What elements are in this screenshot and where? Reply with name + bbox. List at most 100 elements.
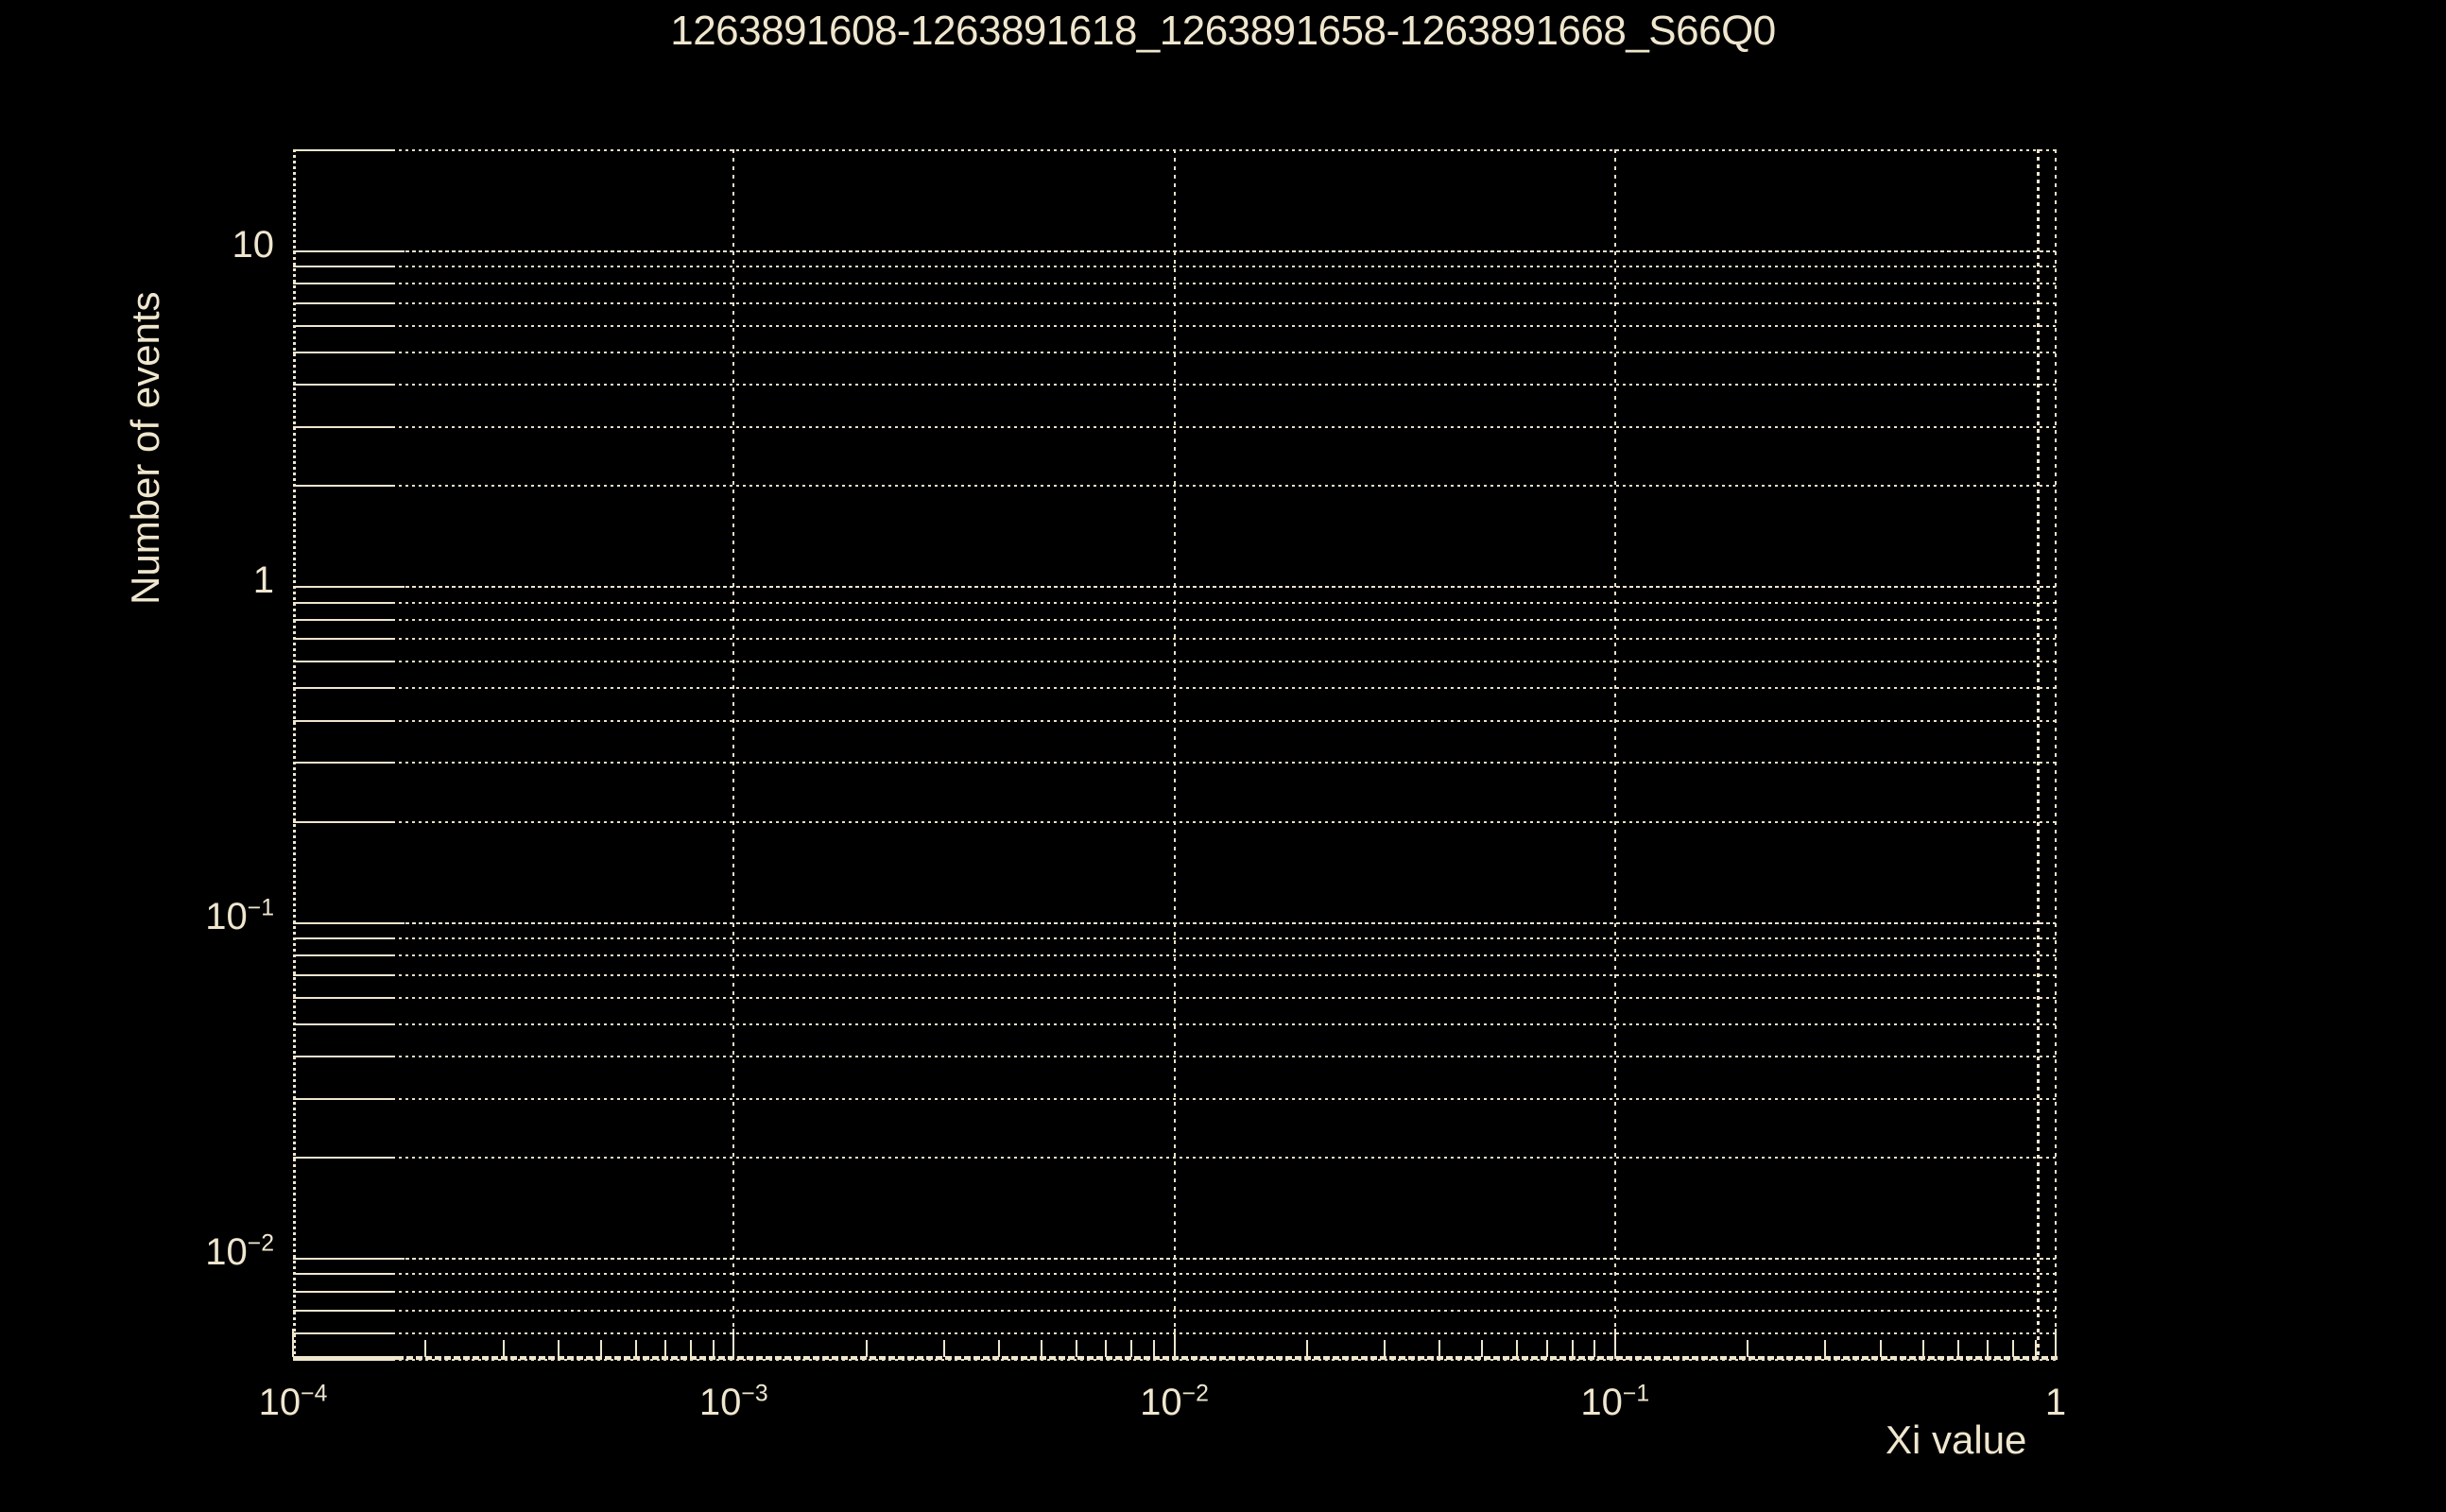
vertical-gridline: [732, 149, 735, 1359]
y-tick-label: 10: [232, 223, 275, 266]
x-tick: [1384, 1340, 1386, 1357]
x-tick: [2034, 1340, 2037, 1357]
y-tick: [293, 266, 310, 268]
y-tick-label: 1: [252, 559, 274, 602]
gridline-stub: [293, 687, 395, 690]
x-tick: [1986, 1340, 1989, 1357]
x-tick: [1305, 1340, 1308, 1357]
y-tick: [293, 149, 310, 151]
gridline-stub: [293, 586, 405, 589]
y-tick: [293, 820, 310, 823]
x-tick: [1516, 1340, 1519, 1357]
gridline-stub: [293, 936, 395, 939]
gridline-stub: [293, 425, 395, 428]
gridline-stub: [293, 1097, 395, 1100]
gridline-stub: [293, 324, 395, 327]
x-tick: [1041, 1340, 1043, 1357]
gridline-stub: [293, 973, 395, 976]
x-tick: [1921, 1340, 1924, 1357]
gridline-stub: [293, 485, 395, 488]
x-tick: [942, 1340, 945, 1357]
gridline-stub: [293, 1332, 395, 1334]
y-tick-label: 10−1: [47, 896, 274, 938]
x-tick: [1956, 1340, 1959, 1357]
y-tick: [293, 586, 321, 589]
gridline-stub: [293, 1056, 395, 1058]
vertical-gridline: [1613, 149, 1616, 1359]
x-axis-title: Xi value: [1886, 1418, 2027, 1462]
vertical-gridline: [2055, 149, 2057, 1359]
y-tick: [293, 762, 310, 765]
x-tick: [502, 1340, 505, 1357]
y-tick: [293, 351, 310, 353]
x-tick-label: 1: [2044, 1382, 2067, 1423]
x-tick: [998, 1340, 1000, 1357]
x-tick: [599, 1340, 602, 1357]
x-tick: [1130, 1340, 1133, 1357]
x-tick-mantissa: 10: [1580, 1382, 1623, 1423]
x-axis-line: [293, 1356, 2058, 1360]
x-tick-mantissa: 10: [698, 1382, 742, 1423]
y-tick: [293, 485, 310, 488]
gridline-stub: [293, 618, 395, 621]
x-tick: [690, 1340, 693, 1357]
x-tick: [1481, 1340, 1484, 1357]
y-tick: [293, 661, 310, 663]
x-tick: [712, 1340, 715, 1357]
x-tick: [1438, 1340, 1441, 1357]
gridline-stub: [293, 1258, 405, 1260]
x-tick: [1153, 1340, 1156, 1357]
x-tick: [1747, 1340, 1749, 1357]
gridline-stub: [293, 762, 395, 765]
x-tick-label: 10−2: [1071, 1382, 1279, 1424]
x-tick-exponent: −4: [301, 1381, 328, 1407]
x-tick-exponent: −2: [1181, 1381, 1209, 1407]
y-axis-line: [293, 149, 296, 1359]
gridline-stub: [293, 638, 395, 641]
x-tick: [2055, 1329, 2057, 1357]
y-tick: [293, 687, 310, 690]
y-tick: [293, 719, 310, 722]
y-axis-title: Number of events: [123, 291, 167, 606]
gridline-stub: [293, 954, 395, 957]
x-tick-label: 10−4: [189, 1382, 397, 1424]
x-tick: [2011, 1340, 2014, 1357]
y-tick-label: 10−2: [47, 1231, 274, 1274]
x-tick-mantissa: 10: [1140, 1382, 1182, 1423]
x-tick: [1613, 1329, 1616, 1357]
gridline-stub: [293, 283, 395, 285]
x-tick: [865, 1340, 868, 1357]
y-tick: [293, 384, 310, 387]
y-tick: [293, 618, 310, 621]
y-tick: [293, 1157, 310, 1160]
plot-area: [292, 149, 2058, 1361]
gridline-stub: [293, 149, 395, 151]
x-tick: [634, 1340, 637, 1357]
vertical-gridline: [1173, 149, 1176, 1359]
gridline-stub: [293, 1310, 395, 1313]
x-tick-exponent: −1: [1622, 1381, 1650, 1407]
x-tick: [1173, 1329, 1176, 1357]
y-tick: [293, 1310, 310, 1313]
y-tick: [293, 954, 310, 957]
y-tick: [293, 921, 321, 924]
y-tick: [293, 1056, 310, 1058]
gridline-stub: [293, 1290, 395, 1293]
x-tick: [732, 1329, 735, 1357]
y-tick: [293, 1273, 310, 1276]
gridline-stub: [293, 661, 395, 663]
gridline-stub: [293, 302, 395, 304]
gridline-stub: [293, 266, 395, 268]
plot-right-edge: [2037, 149, 2040, 1359]
y-tick: [293, 1258, 321, 1260]
y-tick: [293, 1290, 310, 1293]
gridline-stub: [293, 384, 395, 387]
x-tick-label: 10−1: [1511, 1382, 1719, 1424]
y-tick-mantissa: 10: [205, 1231, 248, 1274]
y-tick: [293, 425, 310, 428]
x-axis-line-solid-start: [293, 1356, 397, 1360]
x-tick: [1105, 1340, 1108, 1357]
y-tick: [293, 1097, 310, 1100]
y-tick: [293, 1022, 310, 1025]
